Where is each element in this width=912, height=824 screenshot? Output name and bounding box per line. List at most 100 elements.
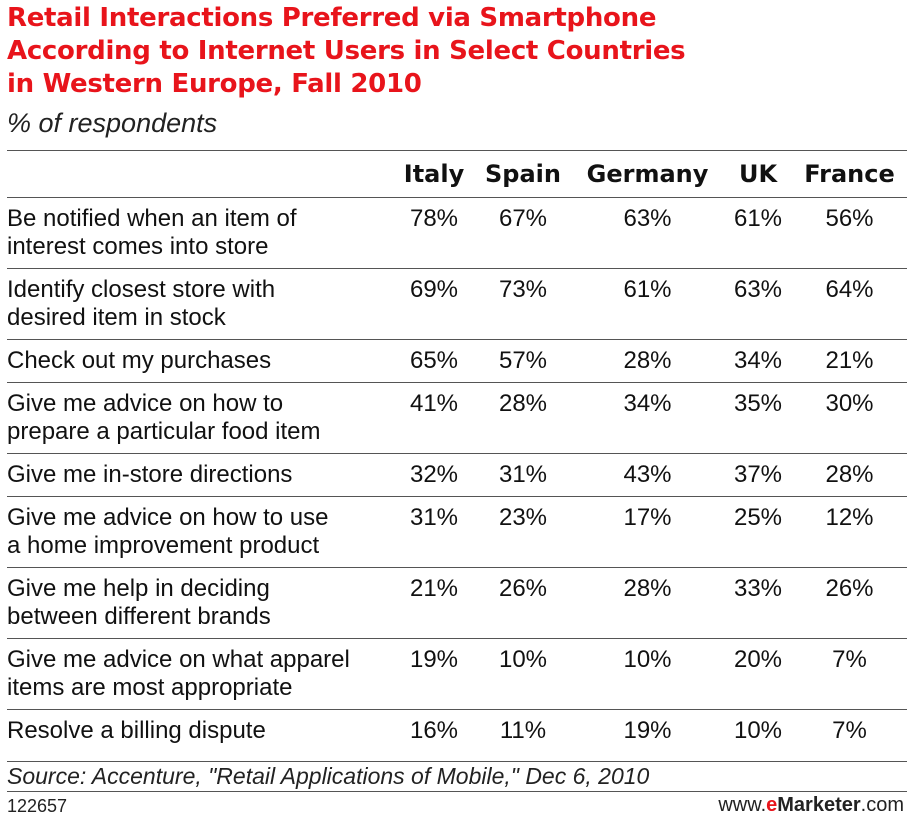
column-header: UK: [738, 160, 778, 188]
value-cell: 33%: [733, 575, 783, 602]
value-cell: 28%: [623, 347, 672, 374]
value-cell: 31%: [498, 461, 548, 488]
chart-title-line: According to Internet Users in Select Co…: [7, 36, 686, 66]
value-cell: 23%: [498, 504, 548, 531]
value-cell: 12%: [825, 504, 874, 531]
value-cell: 21%: [825, 347, 874, 374]
row-label-line: Give me advice on how to use: [7, 504, 329, 531]
row-label-line: Give me help in deciding: [7, 575, 270, 602]
value-cell: 7%: [832, 646, 867, 673]
value-cell: 7%: [832, 717, 867, 744]
table-row: Give me advice on how to use a home impro…: [7, 497, 907, 568]
table-row: Resolve a billing dispute 16% 11% 19% 10% 7%: [7, 710, 907, 753]
value-cell: 28%: [498, 390, 548, 417]
value-cell: 26%: [825, 575, 874, 602]
column-header: Italy: [403, 160, 465, 188]
value-cell: 67%: [498, 205, 548, 232]
value-cell: 10%: [733, 717, 783, 744]
header-blank: [7, 151, 393, 198]
table-row: Be notified when an item of interest come…: [7, 198, 907, 269]
value-cell: 28%: [825, 461, 874, 488]
column-header: Spain: [485, 160, 561, 188]
row-label-line: prepare a particular food item: [7, 418, 321, 445]
value-cell: 34%: [733, 347, 783, 374]
value-cell: 65%: [409, 347, 459, 374]
row-label: Identify closest store with desired item …: [7, 269, 393, 340]
row-label-line: items are most appropriate: [7, 674, 293, 701]
chart-title-line: in Western Europe, Fall 2010: [7, 69, 422, 99]
value-cell: 31%: [409, 504, 459, 531]
chart-title-line: Retail Interactions Preferred via Smartp…: [7, 3, 657, 33]
row-label-line: Give me in-store directions: [7, 461, 293, 488]
brand-prefix: www.: [718, 794, 767, 816]
table-body: Be notified when an item of interest come…: [7, 198, 907, 753]
row-label-line: Check out my purchases: [7, 347, 272, 374]
value-cell: 57%: [498, 347, 548, 374]
value-cell: 61%: [733, 205, 783, 232]
value-cell: 43%: [623, 461, 672, 488]
table-row: Give me help in deciding between differen…: [7, 568, 907, 639]
row-label-line: Give me advice on how to: [7, 390, 284, 417]
value-cell: 32%: [409, 461, 459, 488]
header-row: Italy Spain Germany UK France: [7, 150, 907, 198]
row-label: Give me advice on what apparel items are …: [7, 639, 393, 710]
value-cell: 16%: [409, 717, 459, 744]
column-header: Germany: [586, 160, 709, 188]
row-label: Give me in-store directions: [7, 454, 393, 497]
value-cell: 41%: [409, 390, 459, 417]
table-row: Give me advice on how to prepare a partic…: [7, 383, 907, 454]
row-label-line: Be notified when an item of: [7, 205, 297, 232]
value-cell: 21%: [409, 575, 459, 602]
value-cell: 78%: [409, 205, 459, 232]
row-label-line: a home improvement product: [7, 532, 320, 559]
column-header: France: [804, 160, 895, 188]
value-cell: 19%: [409, 646, 459, 673]
table-row: Identify closest store with desired item …: [7, 269, 907, 340]
value-cell: 11%: [499, 717, 547, 744]
value-cell: 19%: [623, 717, 672, 744]
value-cell: 63%: [623, 205, 672, 232]
row-label: Give me advice on how to prepare a partic…: [7, 383, 393, 454]
value-cell: 25%: [733, 504, 783, 531]
value-cell: 34%: [623, 390, 672, 417]
row-label-line: Give me advice on what apparel: [7, 646, 350, 673]
row-label-line: between different brands: [7, 603, 271, 630]
table-row: Give me advice on what apparel items are …: [7, 639, 907, 710]
table-row: Give me in-store directions 32% 31% 43% 37% 2…: [7, 454, 907, 497]
row-label-line: Resolve a billing dispute: [7, 717, 266, 744]
data-table: Italy Spain Germany UK France Be notifie…: [7, 150, 907, 752]
row-label-line: interest comes into store: [7, 233, 269, 260]
value-cell: 64%: [825, 276, 874, 303]
row-label-line: Identify closest store with: [7, 276, 276, 303]
row-label-line: desired item in stock: [7, 304, 226, 331]
value-cell: 10%: [623, 646, 672, 673]
value-cell: 37%: [733, 461, 783, 488]
table-row: Check out my purchases 65% 57% 28% 34% 21%: [7, 340, 907, 383]
value-cell: 26%: [498, 575, 548, 602]
row-label: Be notified when an item of interest come…: [7, 198, 393, 269]
brand-suffix: .com: [860, 794, 904, 816]
value-cell: 61%: [623, 276, 672, 303]
brand-name: Marketer: [777, 794, 861, 816]
brand-e: e: [766, 794, 778, 816]
footer-divider: [7, 791, 907, 792]
value-cell: 28%: [623, 575, 672, 602]
value-cell: 17%: [623, 504, 672, 531]
row-label: Give me advice on how to use a home impro…: [7, 497, 393, 568]
value-cell: 35%: [733, 390, 783, 417]
chart-title: Retail Interactions Preferred via Smartp…: [7, 2, 907, 101]
value-cell: 30%: [825, 390, 874, 417]
value-cell: 10%: [498, 646, 548, 673]
brand-link[interactable]: www.eMarketer.com: [718, 794, 904, 817]
value-cell: 20%: [733, 646, 783, 673]
row-label: Give me help in deciding between differen…: [7, 568, 393, 639]
row-label: Check out my purchases: [7, 340, 393, 383]
row-label: Resolve a billing dispute: [7, 710, 393, 753]
chart-subtitle: % of respondents: [7, 108, 218, 138]
value-cell: 63%: [733, 276, 783, 303]
source-note: Source: Accenture, "Retail Applications …: [7, 761, 907, 790]
value-cell: 56%: [825, 205, 874, 232]
value-cell: 69%: [409, 276, 459, 303]
chart-id: 122657: [7, 796, 68, 816]
value-cell: 73%: [498, 276, 548, 303]
